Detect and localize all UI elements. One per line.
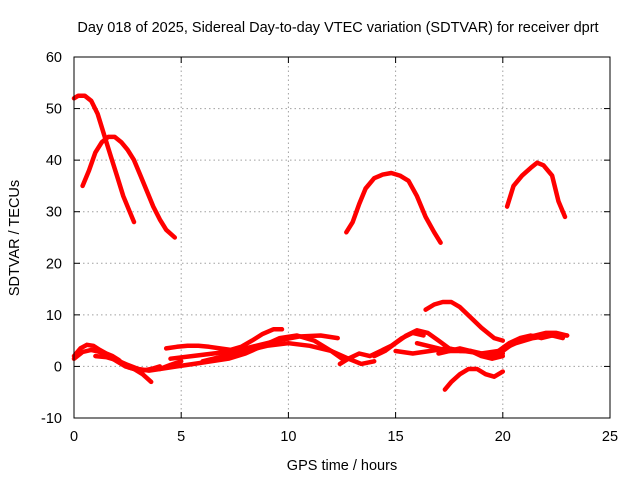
series-line-arc-20 bbox=[442, 366, 506, 392]
series-line-arc-3 bbox=[344, 170, 443, 245]
y-tick-label: -10 bbox=[41, 411, 62, 427]
series-line-arc-10 bbox=[168, 333, 340, 361]
plot-frame bbox=[73, 56, 611, 419]
x-tick-label: 15 bbox=[388, 429, 404, 445]
y-axis-label: SDTVAR / TECUs bbox=[7, 180, 23, 296]
chart-title: Day 018 of 2025, Sidereal Day-to-day VTE… bbox=[77, 20, 598, 36]
x-tick-label: 5 bbox=[177, 429, 185, 445]
y-tick-label: 0 bbox=[54, 359, 62, 375]
y-tick-label: 40 bbox=[46, 153, 62, 169]
x-tick-label: 20 bbox=[495, 429, 511, 445]
y-tick-label: 10 bbox=[46, 308, 62, 324]
series-line-arc-4 bbox=[504, 160, 568, 220]
series-line-arc-1 bbox=[71, 93, 137, 225]
series-line-arc-2 bbox=[80, 134, 178, 240]
y-tick-label: 20 bbox=[46, 256, 62, 272]
series-line-arc-16 bbox=[436, 346, 506, 361]
series-group bbox=[71, 93, 570, 392]
series-line-arc-19 bbox=[423, 299, 506, 343]
series-line-arc-8 bbox=[163, 327, 285, 353]
x-tick-label: 10 bbox=[280, 429, 296, 445]
series-line-arc-12 bbox=[337, 330, 426, 367]
y-tick-label: 60 bbox=[46, 50, 62, 66]
x-tick-label: 25 bbox=[602, 429, 618, 445]
x-axis-label: GPS time / hours bbox=[287, 458, 397, 474]
y-tick-label: 50 bbox=[46, 102, 62, 118]
ticks: 0 5 10 15 20 25 -10 0 10 20 30 40 50 60 bbox=[41, 50, 618, 445]
grid bbox=[74, 57, 610, 418]
series-line-arc-11 bbox=[200, 340, 377, 367]
y-tick-label: 30 bbox=[46, 205, 62, 221]
x-tick-label: 0 bbox=[70, 429, 78, 445]
series-line-arc-18 bbox=[496, 333, 566, 354]
